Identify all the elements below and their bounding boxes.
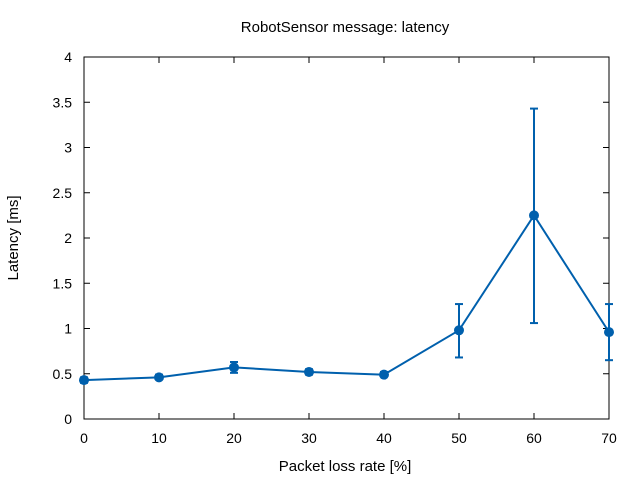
y-tick-label: 4 — [64, 49, 72, 65]
x-tick-label: 50 — [451, 430, 467, 446]
y-tick-label: 0.5 — [53, 366, 73, 382]
y-tick-label: 1.5 — [53, 275, 73, 291]
data-point — [79, 375, 89, 386]
y-tick-label: 3.5 — [53, 94, 73, 110]
plot-area: 0 0.5 1 1.5 2 2.5 3 3.5 4 0 10 20 30 40 50 60 70 — [53, 49, 617, 446]
y-tick-label: 2 — [64, 230, 72, 246]
x-tick-label: 10 — [151, 430, 167, 446]
y-tick-label: 0 — [64, 411, 72, 427]
y-tick-label: 2.5 — [53, 185, 73, 201]
x-axis-title: Packet loss rate [%] — [279, 458, 412, 475]
x-tick-label: 70 — [601, 430, 617, 446]
x-tick-label: 60 — [526, 430, 542, 446]
y-axis: 0 0.5 1 1.5 2 2.5 3 3.5 4 — [53, 49, 609, 427]
y-axis-title: Latency [ms] — [5, 195, 22, 280]
data-point — [604, 327, 614, 338]
y-tick-label: 3 — [64, 140, 72, 156]
plot-frame — [83, 56, 610, 420]
x-tick-label: 0 — [80, 430, 88, 446]
series-layer — [79, 107, 614, 386]
x-tick-label: 20 — [226, 430, 242, 446]
data-point — [304, 366, 314, 377]
x-tick-label: 40 — [376, 430, 392, 446]
y-tick-label: 1 — [64, 321, 72, 337]
x-tick-label: 30 — [301, 430, 317, 446]
x-axis: 0 10 20 30 40 50 60 70 — [80, 57, 617, 446]
chart-title: RobotSensor message: latency — [241, 19, 450, 36]
data-point — [229, 362, 239, 373]
data-point — [529, 210, 539, 221]
series-line — [83, 213, 610, 382]
data-point — [454, 325, 464, 336]
data-point — [379, 369, 389, 380]
data-point — [154, 372, 164, 383]
